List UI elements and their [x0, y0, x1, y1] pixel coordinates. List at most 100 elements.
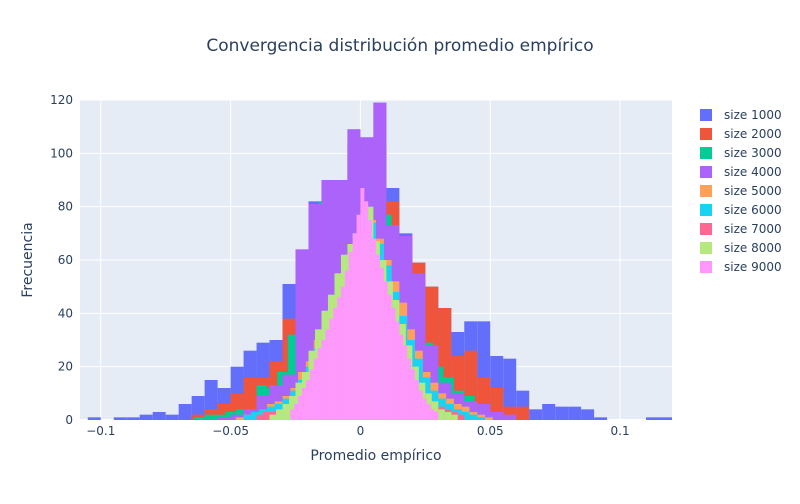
histogram-bar[interactable] — [503, 358, 517, 420]
y-tick-label: 0 — [65, 413, 73, 427]
histogram-bar[interactable] — [461, 412, 470, 420]
histogram-bar[interactable] — [217, 417, 231, 420]
histogram-bar[interactable] — [477, 414, 486, 420]
histogram-bar[interactable] — [581, 409, 595, 420]
histogram-bar[interactable] — [263, 412, 270, 420]
histogram-bar[interactable] — [457, 414, 465, 420]
histogram-bar[interactable] — [430, 409, 435, 420]
legend-item[interactable]: size 2000 — [700, 127, 782, 141]
histogram-bar[interactable] — [317, 348, 322, 420]
histogram-bar[interactable] — [276, 409, 283, 420]
histogram-bar[interactable] — [251, 412, 260, 420]
histogram-bar[interactable] — [529, 409, 543, 420]
x-tick-label: −0.1 — [86, 424, 115, 438]
histogram-bar[interactable] — [294, 404, 299, 420]
histogram-bar[interactable] — [313, 358, 318, 420]
y-tick-label: 80 — [58, 200, 73, 214]
histogram-bar[interactable] — [344, 270, 349, 420]
histogram-bar[interactable] — [594, 417, 608, 420]
legend-item[interactable]: size 8000 — [700, 241, 782, 255]
histogram-bar[interactable] — [360, 188, 365, 420]
histogram-bar[interactable] — [399, 334, 404, 420]
histogram-bar[interactable] — [289, 396, 296, 420]
histogram-bar[interactable] — [298, 396, 302, 420]
histogram-bar[interactable] — [383, 281, 388, 420]
histogram-bar[interactable] — [165, 414, 179, 420]
histogram-bar[interactable] — [426, 404, 431, 420]
histogram-bar[interactable] — [325, 329, 330, 420]
histogram-bar[interactable] — [305, 380, 310, 420]
legend-item[interactable]: size 4000 — [700, 165, 782, 179]
legend-item[interactable]: size 6000 — [700, 203, 782, 217]
histogram-bar[interactable] — [302, 388, 306, 420]
legend-label: size 2000 — [724, 127, 782, 141]
histogram-bar[interactable] — [431, 401, 439, 420]
legend-swatch — [700, 166, 712, 178]
legend-item[interactable]: size 5000 — [700, 184, 782, 198]
histogram-bar[interactable] — [191, 414, 205, 420]
histogram-bar[interactable] — [395, 321, 400, 420]
histogram-bar[interactable] — [340, 286, 345, 420]
histogram-bar[interactable] — [329, 318, 334, 420]
legend-item[interactable]: size 3000 — [700, 146, 782, 160]
histogram-bar[interactable] — [333, 308, 338, 420]
legend-item[interactable]: size 7000 — [700, 222, 782, 236]
histogram-bar[interactable] — [555, 406, 569, 420]
histogram-bar[interactable] — [194, 417, 205, 420]
histogram-bar[interactable] — [469, 414, 478, 420]
histogram-bar[interactable] — [230, 414, 244, 420]
histogram-bar[interactable] — [391, 308, 396, 420]
histogram-bar[interactable] — [235, 417, 244, 420]
histogram-bar[interactable] — [434, 412, 439, 420]
histogram-bar[interactable] — [356, 214, 361, 420]
histogram-bar[interactable] — [414, 380, 419, 420]
histogram-bar[interactable] — [368, 220, 373, 420]
histogram-bar[interactable] — [290, 409, 295, 420]
histogram-bar[interactable] — [568, 406, 582, 420]
histogram-bar[interactable] — [542, 404, 556, 420]
histogram-bar[interactable] — [191, 396, 205, 420]
y-tick-label: 40 — [58, 306, 73, 320]
histogram-bar[interactable] — [126, 417, 140, 420]
histogram-bar[interactable] — [215, 414, 226, 420]
histogram-bar[interactable] — [376, 254, 380, 420]
histogram-bar[interactable] — [485, 417, 493, 420]
histogram-bar[interactable] — [438, 409, 445, 420]
legend-item[interactable]: size 9000 — [700, 260, 782, 274]
histogram-bar[interactable] — [646, 417, 660, 420]
histogram-bar[interactable] — [503, 414, 517, 420]
histogram-bar[interactable] — [444, 412, 452, 420]
histogram-bar[interactable] — [387, 294, 392, 420]
histogram-bar[interactable] — [516, 406, 530, 420]
histogram-bar[interactable] — [256, 414, 264, 420]
legend-item[interactable]: size 1000 — [700, 108, 782, 122]
histogram-bar[interactable] — [364, 201, 369, 420]
histogram-bar[interactable] — [243, 414, 252, 420]
histogram-bar[interactable] — [282, 404, 290, 420]
histogram-bar[interactable] — [152, 412, 166, 420]
histogram-bar[interactable] — [403, 345, 408, 420]
histogram-bar[interactable] — [451, 414, 458, 420]
histogram-bar[interactable] — [269, 414, 277, 420]
histogram-bar[interactable] — [418, 390, 423, 420]
histogram-bar[interactable] — [659, 417, 672, 420]
histogram-bar[interactable] — [87, 417, 101, 420]
histogram-bar[interactable] — [321, 340, 326, 420]
histogram-bar[interactable] — [411, 369, 415, 420]
histogram-bar[interactable] — [379, 268, 384, 420]
legend[interactable]: size 1000 size 2000 size 3000 size 4000 size… — [700, 108, 782, 274]
histogram-bar[interactable] — [178, 404, 192, 420]
histogram-bar[interactable] — [139, 414, 153, 420]
histogram-bar[interactable] — [477, 417, 486, 420]
histogram-bar[interactable] — [422, 398, 427, 420]
histogram-bar[interactable] — [352, 233, 357, 420]
histogram-bar[interactable] — [407, 358, 412, 420]
histogram-bar[interactable] — [113, 417, 127, 420]
histogram-bar[interactable] — [204, 414, 216, 420]
histogram-bar[interactable] — [348, 252, 353, 420]
histogram-bar[interactable] — [490, 412, 504, 420]
histogram-bar[interactable] — [337, 297, 341, 420]
histogram-bar[interactable] — [372, 238, 376, 420]
histogram-bar[interactable] — [309, 369, 314, 420]
